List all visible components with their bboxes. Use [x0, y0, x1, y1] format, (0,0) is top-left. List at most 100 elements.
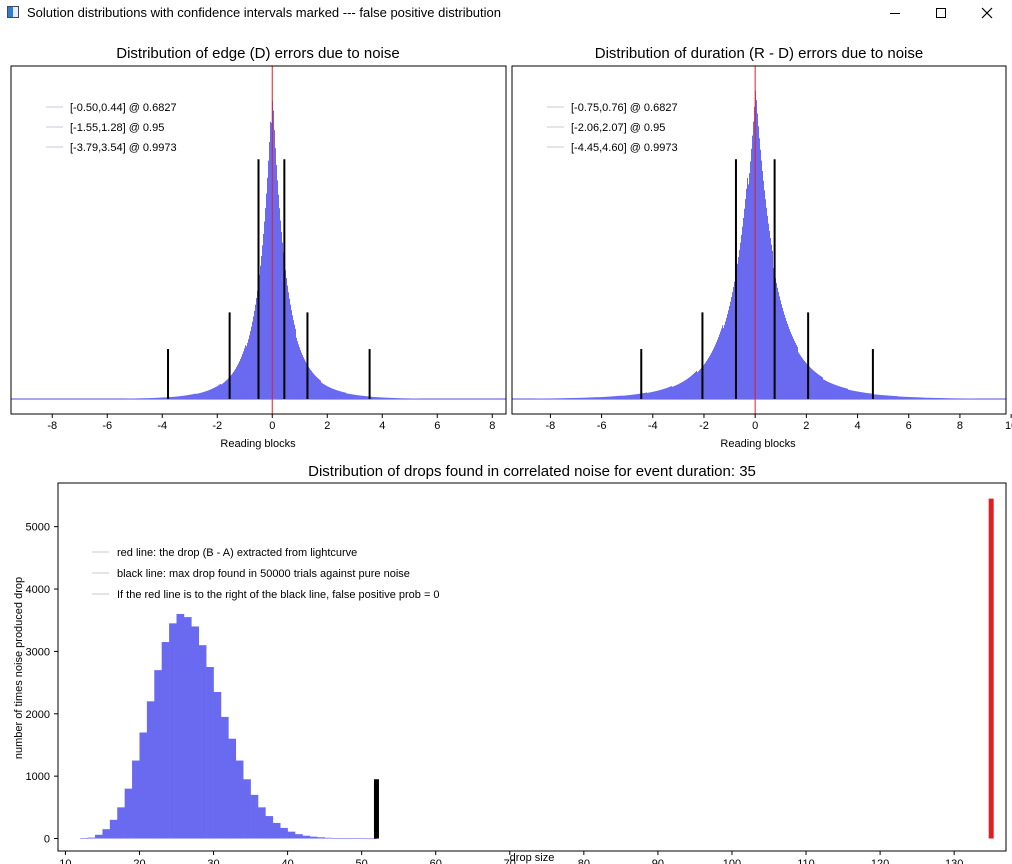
histogram-bar [564, 398, 565, 399]
histogram-bar [559, 398, 560, 399]
close-button[interactable] [964, 0, 1010, 26]
histogram-bar [372, 396, 373, 399]
x-tick-label: 0 [752, 420, 758, 432]
minimize-button[interactable] [872, 0, 918, 26]
histogram-bar [387, 397, 388, 399]
histogram-bar [592, 397, 593, 399]
histogram-bar [301, 352, 302, 399]
histogram-bar [354, 838, 362, 840]
histogram-bar [579, 397, 580, 399]
histogram-bar [586, 397, 587, 399]
histogram-bar [385, 397, 386, 399]
histogram-bar [748, 184, 749, 399]
histogram-bar [618, 395, 619, 399]
x-tick-label: 6 [434, 420, 440, 432]
histogram-bar [790, 331, 791, 399]
histogram-bar [751, 148, 752, 399]
histogram-bar [665, 388, 666, 399]
histogram-bar [228, 738, 237, 839]
histogram-bar [253, 316, 254, 399]
histogram-bar [718, 337, 719, 399]
histogram-bar [834, 384, 835, 399]
histogram-bar [926, 397, 927, 399]
histogram-bar [220, 716, 229, 839]
histogram-bar [300, 350, 301, 399]
histogram-bar [677, 384, 678, 399]
histogram-bar [667, 387, 668, 399]
x-axis-label: drop size [510, 852, 555, 864]
histogram-bar [323, 383, 324, 399]
histogram-bar [80, 838, 88, 840]
histogram-bar [936, 397, 937, 399]
histogram-bar [681, 382, 682, 399]
histogram-bar [375, 397, 376, 399]
histogram-bar [634, 394, 635, 399]
histogram-bar [597, 397, 598, 399]
legend-entry: red line: the drop (B - A) extracted fro… [117, 547, 357, 559]
histogram-bar [847, 388, 848, 399]
x-tick-label: -2 [212, 420, 222, 432]
histogram-bar [324, 837, 333, 839]
legend-entry: [-1.55,1.28] @ 0.95 [70, 122, 164, 134]
histogram-bar [577, 397, 578, 399]
histogram-bar [699, 370, 700, 399]
histogram-bar [355, 394, 356, 399]
histogram-bar [232, 373, 233, 399]
histogram-bar [354, 394, 355, 399]
histogram-bar [158, 397, 159, 399]
histogram-bar [625, 395, 626, 399]
maximize-button[interactable] [918, 0, 964, 26]
histogram-bar [319, 379, 320, 399]
histogram-bar [688, 378, 689, 399]
histogram-bar [628, 395, 629, 399]
histogram-bar [388, 397, 389, 399]
histogram-bar [257, 807, 266, 839]
histogram-bar [903, 396, 904, 399]
histogram-bar [734, 281, 735, 399]
x-tick-label: -6 [597, 420, 607, 432]
histogram-bar [636, 394, 637, 399]
histogram-bar [571, 397, 572, 399]
histogram-bar [731, 297, 732, 399]
histogram-bar [800, 355, 801, 399]
histogram-bar [912, 397, 913, 399]
histogram-bar [200, 392, 201, 399]
histogram-bar [197, 393, 198, 399]
histogram-bar [194, 393, 195, 399]
histogram-bar [235, 760, 244, 839]
histogram-bar [643, 393, 644, 399]
histogram-bar [770, 237, 771, 399]
histogram-bar [633, 394, 634, 399]
histogram-bar [933, 397, 934, 399]
histogram-bar [666, 388, 667, 399]
histogram-bar [942, 398, 943, 399]
histogram-bar [378, 397, 379, 399]
histogram-bar [241, 356, 242, 399]
histogram-bar [955, 398, 956, 399]
histogram-bar [860, 392, 861, 399]
histogram-bar [278, 194, 279, 399]
histogram-bar [189, 394, 190, 399]
histogram-bar [680, 383, 681, 399]
histogram-bar [324, 384, 325, 399]
histogram-bar [874, 394, 875, 399]
histogram-bar [279, 208, 280, 399]
histogram-bar [593, 397, 594, 399]
histogram-bar [835, 384, 836, 399]
histogram-bar [312, 372, 313, 399]
histogram-bar [568, 398, 569, 399]
histogram-bar [772, 250, 773, 399]
histogram-bar [398, 398, 399, 399]
histogram-bar [358, 395, 359, 399]
histogram-bar [255, 304, 256, 399]
x-tick-label: 110 [797, 858, 815, 864]
histogram-bar [176, 613, 185, 839]
histogram-bar [598, 397, 599, 399]
window-titlebar: Solution distributions with confidence i… [0, 0, 1012, 26]
histogram-bar [359, 395, 360, 399]
histogram-bar [226, 380, 227, 399]
histogram-bar [221, 384, 222, 399]
x-tick-label: 2 [803, 420, 809, 432]
histogram-bar [884, 395, 885, 399]
histogram-bar [322, 383, 323, 399]
